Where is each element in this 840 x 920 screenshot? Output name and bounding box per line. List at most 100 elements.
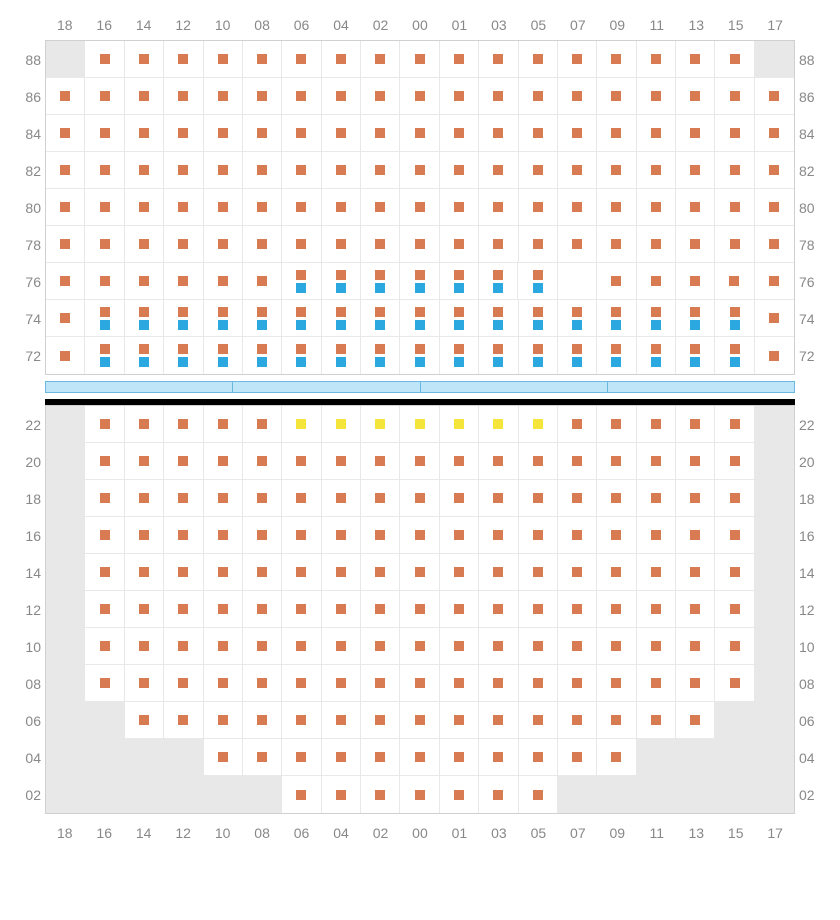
seat-cell[interactable]	[755, 263, 794, 300]
seat-icon[interactable]	[730, 419, 740, 429]
seat-cell[interactable]	[440, 226, 479, 263]
seat-icon[interactable]	[533, 752, 543, 762]
seat-icon[interactable]	[139, 567, 149, 577]
seat-cell[interactable]	[400, 554, 439, 591]
seat-icon[interactable]	[336, 344, 346, 354]
seat-icon[interactable]	[178, 604, 188, 614]
seat-cell[interactable]	[676, 300, 715, 337]
seat-cell[interactable]	[125, 443, 164, 480]
seat-cell[interactable]	[755, 226, 794, 263]
seat-icon[interactable]	[493, 456, 503, 466]
seat-cell[interactable]	[519, 337, 558, 374]
seat-icon[interactable]	[375, 202, 385, 212]
seat-cell[interactable]	[243, 591, 282, 628]
seat-cell[interactable]	[204, 628, 243, 665]
seat-cell[interactable]	[361, 226, 400, 263]
seat-icon[interactable]	[375, 641, 385, 651]
seat-cell[interactable]	[85, 263, 124, 300]
seat-cell[interactable]	[85, 300, 124, 337]
seat-cell[interactable]	[479, 480, 518, 517]
seat-cell[interactable]	[46, 337, 85, 374]
seat-icon[interactable]	[100, 357, 110, 367]
seat-cell[interactable]	[322, 554, 361, 591]
seat-cell[interactable]	[558, 41, 597, 78]
seat-icon[interactable]	[730, 202, 740, 212]
seat-icon[interactable]	[730, 320, 740, 330]
seat-icon[interactable]	[454, 419, 464, 429]
seat-icon[interactable]	[296, 165, 306, 175]
seat-cell[interactable]	[322, 41, 361, 78]
seat-icon[interactable]	[375, 419, 385, 429]
seat-icon[interactable]	[60, 239, 70, 249]
seat-icon[interactable]	[690, 202, 700, 212]
seat-cell[interactable]	[519, 300, 558, 337]
seat-icon[interactable]	[533, 270, 543, 280]
seat-icon[interactable]	[651, 604, 661, 614]
seat-cell[interactable]	[282, 776, 321, 813]
seat-icon[interactable]	[60, 276, 70, 286]
seat-cell[interactable]	[361, 152, 400, 189]
seat-icon[interactable]	[257, 128, 267, 138]
seat-cell[interactable]	[558, 406, 597, 443]
seat-cell[interactable]	[715, 226, 754, 263]
seat-cell[interactable]	[243, 115, 282, 152]
seat-icon[interactable]	[651, 530, 661, 540]
seat-icon[interactable]	[611, 91, 621, 101]
seat-icon[interactable]	[375, 604, 385, 614]
seat-icon[interactable]	[100, 276, 110, 286]
seat-icon[interactable]	[139, 239, 149, 249]
seat-cell[interactable]	[361, 406, 400, 443]
seat-icon[interactable]	[611, 715, 621, 725]
seat-cell[interactable]	[243, 263, 282, 300]
seat-cell[interactable]	[715, 517, 754, 554]
seat-cell[interactable]	[676, 152, 715, 189]
seat-icon[interactable]	[100, 641, 110, 651]
seat-icon[interactable]	[218, 344, 228, 354]
seat-cell[interactable]	[125, 41, 164, 78]
seat-icon[interactable]	[454, 307, 464, 317]
seat-icon[interactable]	[257, 752, 267, 762]
seat-cell[interactable]	[597, 628, 636, 665]
seat-cell[interactable]	[85, 665, 124, 702]
seat-cell[interactable]	[164, 517, 203, 554]
seat-cell[interactable]	[282, 189, 321, 226]
seat-cell[interactable]	[479, 591, 518, 628]
seat-icon[interactable]	[493, 320, 503, 330]
seat-cell[interactable]	[85, 41, 124, 78]
seat-icon[interactable]	[493, 91, 503, 101]
seat-cell[interactable]	[282, 702, 321, 739]
seat-cell[interactable]	[243, 443, 282, 480]
seat-icon[interactable]	[139, 307, 149, 317]
seat-cell[interactable]	[479, 702, 518, 739]
seat-cell[interactable]	[164, 406, 203, 443]
seat-cell[interactable]	[400, 115, 439, 152]
seat-cell[interactable]	[164, 702, 203, 739]
seat-icon[interactable]	[296, 493, 306, 503]
seat-icon[interactable]	[493, 165, 503, 175]
seat-icon[interactable]	[415, 715, 425, 725]
seat-cell[interactable]	[322, 665, 361, 702]
seat-cell[interactable]	[558, 78, 597, 115]
seat-cell[interactable]	[361, 78, 400, 115]
seat-cell[interactable]	[597, 41, 636, 78]
seat-icon[interactable]	[375, 344, 385, 354]
seat-icon[interactable]	[296, 419, 306, 429]
seat-icon[interactable]	[296, 567, 306, 577]
seat-icon[interactable]	[769, 313, 779, 323]
seat-cell[interactable]	[85, 406, 124, 443]
seat-icon[interactable]	[690, 128, 700, 138]
seat-cell[interactable]	[637, 300, 676, 337]
seat-cell[interactable]	[243, 517, 282, 554]
seat-icon[interactable]	[139, 54, 149, 64]
seat-cell[interactable]	[519, 739, 558, 776]
seat-icon[interactable]	[415, 493, 425, 503]
seat-cell[interactable]	[322, 628, 361, 665]
seat-icon[interactable]	[375, 54, 385, 64]
seat-cell[interactable]	[637, 591, 676, 628]
seat-icon[interactable]	[336, 165, 346, 175]
seat-icon[interactable]	[100, 567, 110, 577]
seat-icon[interactable]	[218, 715, 228, 725]
seat-cell[interactable]	[519, 480, 558, 517]
seat-icon[interactable]	[218, 128, 228, 138]
seat-cell[interactable]	[637, 406, 676, 443]
